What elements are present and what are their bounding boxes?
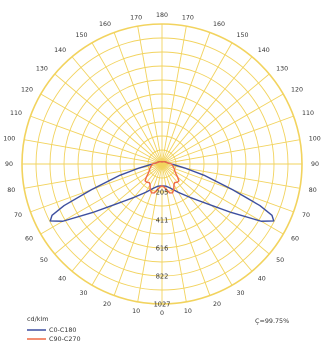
- grid-spoke: [24, 139, 163, 165]
- angle-label: 80: [7, 187, 15, 194]
- angle-label: 80: [309, 187, 317, 194]
- angle-label: 110: [10, 110, 22, 117]
- efficiency-label: Ç=99.75%: [255, 317, 289, 325]
- radial-label: 616: [156, 244, 169, 252]
- angle-label: 20: [103, 301, 111, 308]
- angle-label: 100: [309, 135, 321, 142]
- radial-label: 822: [156, 273, 169, 281]
- grid-spoke: [161, 115, 294, 165]
- angle-label: 150: [75, 32, 87, 39]
- angle-label: 50: [276, 257, 284, 264]
- legend-label: C0-C180: [49, 326, 77, 334]
- angle-label: 160: [213, 21, 225, 28]
- angle-label: 170: [130, 15, 142, 22]
- angle-label: 120: [21, 87, 33, 94]
- angle-label: 30: [237, 290, 245, 297]
- grid-spoke: [54, 163, 163, 255]
- angle-label: 70: [302, 212, 310, 219]
- polar-grid: [21, 23, 303, 305]
- axis-labels: 180 170 170 160 160 150 150 140 140 130 130 120 120 1…: [3, 12, 320, 325]
- angle-label: 40: [258, 275, 266, 282]
- grid-spoke: [30, 115, 163, 165]
- angle-label: 10: [184, 308, 192, 315]
- grid-spoke: [113, 163, 163, 296]
- angle-label: 10: [132, 308, 140, 315]
- grid-spoke: [161, 163, 270, 255]
- grid-spoke: [91, 42, 163, 165]
- angle-label: 180: [156, 12, 168, 19]
- grid-spoke: [161, 26, 187, 165]
- legend-label: C90-C270: [49, 335, 81, 342]
- radial-label: 411: [156, 216, 169, 224]
- series-curve-1: [144, 160, 180, 194]
- grid-spoke: [40, 93, 163, 165]
- grid-spoke: [71, 56, 163, 165]
- angle-label: 100: [3, 135, 15, 142]
- angle-label: 70: [14, 212, 22, 219]
- angle-label: 140: [258, 47, 270, 54]
- grid-spoke: [40, 163, 163, 235]
- grid-spoke: [161, 163, 284, 235]
- angle-label: 170: [182, 15, 194, 22]
- angle-label: 120: [291, 87, 303, 94]
- grid-spoke: [161, 56, 253, 165]
- grid-spoke: [161, 139, 300, 165]
- angle-label: 20: [213, 301, 221, 308]
- angle-label: 140: [54, 47, 66, 54]
- angle-label: 90: [5, 161, 13, 168]
- grid-spoke: [113, 32, 163, 165]
- angle-label: 60: [25, 236, 33, 243]
- grid-spoke: [137, 26, 163, 165]
- angle-label: 130: [276, 65, 288, 72]
- angle-label: 50: [40, 257, 48, 264]
- grid-spoke: [161, 73, 270, 165]
- radial-label: 1027: [154, 300, 171, 308]
- angle-label: 30: [79, 290, 87, 297]
- grid-spoke: [161, 32, 211, 165]
- angle-label: 110: [302, 110, 314, 117]
- grid-spoke: [161, 163, 211, 296]
- intensity-curves: [49, 160, 275, 222]
- unit-label: cd/klm: [27, 315, 48, 323]
- grid-spoke: [161, 163, 187, 302]
- angle-label: 160: [99, 21, 111, 28]
- angle-label: 90: [311, 161, 319, 168]
- grid-spoke: [54, 73, 163, 165]
- angle-label: 40: [58, 275, 66, 282]
- radial-label: 205: [156, 188, 169, 196]
- grid-spoke: [161, 42, 233, 165]
- angle-label: 130: [36, 65, 48, 72]
- grid-spoke: [161, 93, 284, 165]
- angle-label: 150: [237, 32, 249, 39]
- angle-label: 60: [291, 236, 299, 243]
- angle-label: 0: [160, 310, 164, 317]
- grid-spoke: [137, 163, 163, 302]
